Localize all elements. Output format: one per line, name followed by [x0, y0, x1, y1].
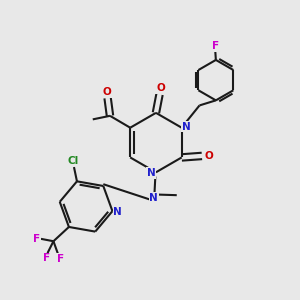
Text: F: F	[57, 254, 64, 264]
Text: N: N	[147, 168, 156, 178]
Text: N: N	[182, 122, 191, 131]
Text: F: F	[33, 234, 40, 244]
Text: N: N	[149, 193, 158, 202]
Text: Cl: Cl	[68, 155, 79, 166]
Text: N: N	[113, 207, 122, 217]
Text: O: O	[156, 83, 165, 94]
Text: O: O	[103, 87, 111, 97]
Text: F: F	[212, 41, 219, 51]
Text: F: F	[43, 254, 50, 263]
Text: O: O	[204, 151, 213, 161]
